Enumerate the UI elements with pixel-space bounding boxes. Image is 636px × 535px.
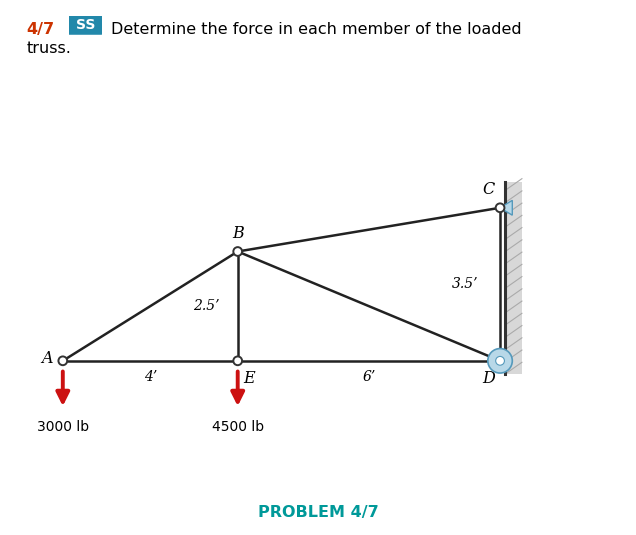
Text: 2.5’: 2.5’ xyxy=(193,299,219,313)
Circle shape xyxy=(488,349,513,373)
Circle shape xyxy=(233,247,242,256)
FancyBboxPatch shape xyxy=(67,16,104,35)
Circle shape xyxy=(495,356,504,365)
Text: 4500 lb: 4500 lb xyxy=(212,420,264,434)
Text: 3.5’: 3.5’ xyxy=(452,277,478,291)
Text: A: A xyxy=(42,350,53,367)
Circle shape xyxy=(59,356,67,365)
Circle shape xyxy=(233,356,242,365)
Text: 4/7: 4/7 xyxy=(27,22,55,37)
Circle shape xyxy=(495,203,504,212)
Text: 4’: 4’ xyxy=(144,370,157,385)
Bar xyxy=(505,181,522,374)
Polygon shape xyxy=(500,200,512,215)
Text: C: C xyxy=(483,181,495,198)
Text: SS: SS xyxy=(76,18,95,32)
Text: truss.: truss. xyxy=(27,41,72,56)
Text: 3000 lb: 3000 lb xyxy=(37,420,89,434)
Text: PROBLEM 4/7: PROBLEM 4/7 xyxy=(258,505,378,520)
Text: 6’: 6’ xyxy=(363,370,375,385)
Text: D: D xyxy=(482,370,495,387)
Text: Determine the force in each member of the loaded: Determine the force in each member of th… xyxy=(111,22,522,37)
Text: B: B xyxy=(232,225,244,242)
Text: E: E xyxy=(243,370,254,387)
